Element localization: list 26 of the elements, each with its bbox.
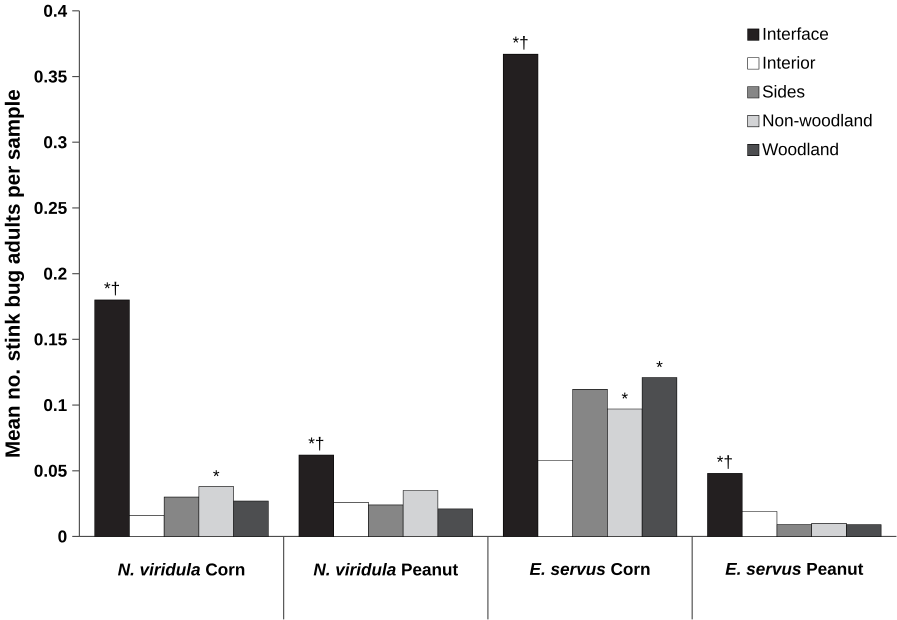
annotation: *†	[104, 282, 120, 296]
y-tick-label: 0	[58, 530, 66, 543]
x-tick-label: N. viridula Corn	[118, 563, 244, 576]
annotation: *	[622, 392, 628, 399]
legend-label: Woodland	[762, 142, 838, 156]
y-tick-label: 0.25	[34, 202, 67, 214]
legend-label: Sides	[762, 85, 804, 98]
y-tick-label: 0.05	[34, 464, 67, 477]
y-tick-label: 0.2	[44, 268, 67, 280]
y-tick-label: 0.15	[34, 333, 67, 346]
x-tick-label: N. viridula Peanut	[314, 563, 458, 576]
annotation: *	[213, 470, 220, 476]
annotation: *†	[308, 436, 324, 450]
legend-label: Non-woodland	[764, 114, 872, 126]
y-axis-title: Mean no. stink bug adults per sample	[4, 90, 24, 457]
x-tick-label: E. servus Corn	[530, 563, 650, 576]
y-tick-label: 0.3	[44, 136, 67, 148]
y-tick-label: 0.35	[34, 70, 67, 83]
annotation: *†	[512, 36, 528, 50]
annotation: *†	[717, 455, 732, 469]
y-tick-label: 0.1	[44, 399, 67, 412]
legend-label: Interface	[764, 27, 828, 40]
x-tick-label: E. servus Peanut	[726, 563, 864, 575]
annotation: *	[656, 361, 663, 368]
legend-label: Interior	[764, 56, 816, 69]
y-tick-label: 0.4	[44, 4, 68, 17]
